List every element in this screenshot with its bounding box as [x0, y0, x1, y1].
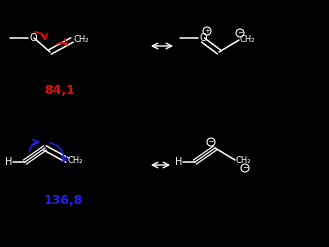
Text: 84,1: 84,1: [44, 83, 75, 97]
Text: −: −: [208, 139, 214, 145]
Text: −: −: [242, 165, 248, 171]
Text: CH₂: CH₂: [73, 36, 89, 44]
Text: O: O: [29, 33, 37, 43]
Text: CH₂: CH₂: [235, 156, 250, 165]
Text: CH₂: CH₂: [68, 156, 84, 165]
Text: 136,8: 136,8: [43, 193, 83, 206]
Text: O: O: [199, 33, 207, 43]
Text: H: H: [5, 157, 13, 167]
Text: +: +: [204, 28, 210, 34]
Text: −: −: [237, 30, 243, 36]
Text: CH₂: CH₂: [240, 36, 256, 44]
Text: H: H: [175, 157, 182, 167]
